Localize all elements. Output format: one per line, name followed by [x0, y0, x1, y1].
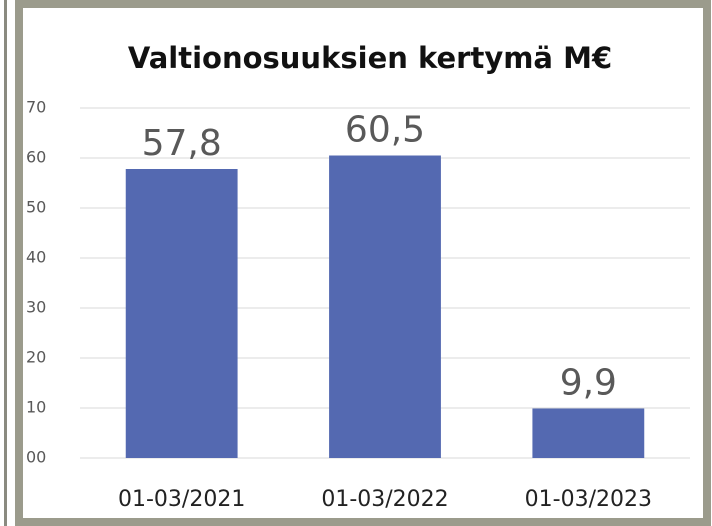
- chart-title: Valtionosuuksien kertymä M€: [128, 41, 612, 75]
- value-label: 9,9: [560, 363, 617, 404]
- y-tick-label: 40: [26, 248, 46, 267]
- y-tick-label: 70: [26, 98, 46, 117]
- y-tick-label: 00: [26, 448, 46, 467]
- y-tick-label: 20: [26, 348, 46, 367]
- x-tick-label: 01-03/2023: [525, 487, 652, 512]
- value-label: 60,5: [345, 110, 425, 151]
- frame: [15, 0, 711, 526]
- bar: [329, 155, 441, 458]
- bar: [125, 169, 238, 458]
- y-tick-label: 10: [26, 398, 46, 417]
- y-tick-label: 60: [26, 148, 46, 167]
- x-tick-label: 01-03/2022: [321, 487, 448, 512]
- y-tick-label: 50: [26, 198, 46, 217]
- x-tick-label: 01-03/2021: [118, 487, 245, 512]
- value-label: 57,8: [142, 123, 222, 164]
- y-tick-label: 30: [26, 298, 46, 317]
- edge: [4, 0, 7, 526]
- bar: [532, 408, 645, 458]
